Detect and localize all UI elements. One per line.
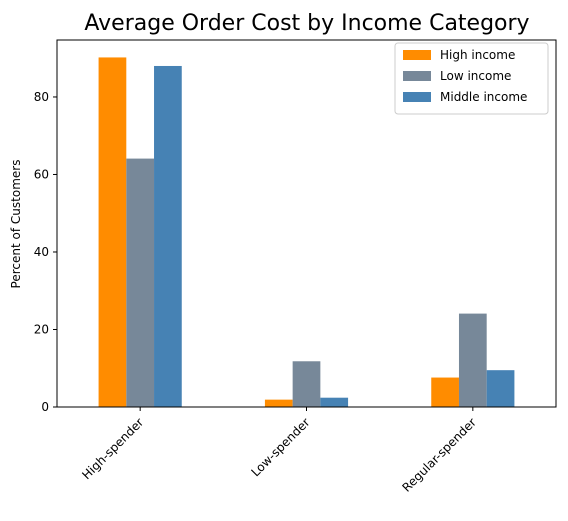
- bar-low-income-high-spender: [126, 158, 155, 407]
- bars-layer: [98, 57, 515, 407]
- plot-frame: [56, 39, 557, 408]
- legend: High income Low income Middle income: [394, 42, 549, 115]
- bar-low-income-low-spender: [292, 361, 321, 407]
- legend-swatch: [403, 71, 431, 81]
- bar-high-income-regular-spender: [431, 377, 459, 407]
- bar-low-income-regular-spender: [458, 313, 487, 407]
- y-ticks: 0 20 40 60 80: [34, 90, 57, 414]
- y-tick-label: 80: [34, 90, 49, 104]
- x-tick-label: Regular-spender: [399, 415, 479, 495]
- bar-middle-income-high-spender: [154, 65, 182, 407]
- legend-swatch: [403, 50, 431, 60]
- legend-box: [394, 42, 549, 115]
- x-tick-label: Low-spender: [248, 415, 312, 479]
- y-tick-label: 20: [34, 322, 49, 336]
- y-axis-label: Percent of Customers: [9, 160, 23, 289]
- legend-label: Middle income: [440, 90, 527, 104]
- bar-high-income-low-spender: [264, 399, 293, 407]
- legend-label: High income: [440, 48, 515, 62]
- chart-title: Average Order Cost by Income Category: [84, 11, 529, 36]
- legend-label: Low income: [440, 69, 511, 83]
- x-ticks: High-spender Low-spender Regular-spender: [79, 407, 479, 495]
- y-tick-label: 0: [41, 400, 49, 414]
- bar-middle-income-low-spender: [320, 397, 349, 407]
- y-tick-label: 60: [34, 167, 49, 181]
- bar-high-income-high-spender: [98, 57, 127, 407]
- bar-middle-income-regular-spender: [486, 370, 515, 407]
- y-tick-label: 40: [34, 245, 49, 259]
- legend-swatch: [403, 92, 431, 102]
- x-tick-label: High-spender: [79, 415, 146, 482]
